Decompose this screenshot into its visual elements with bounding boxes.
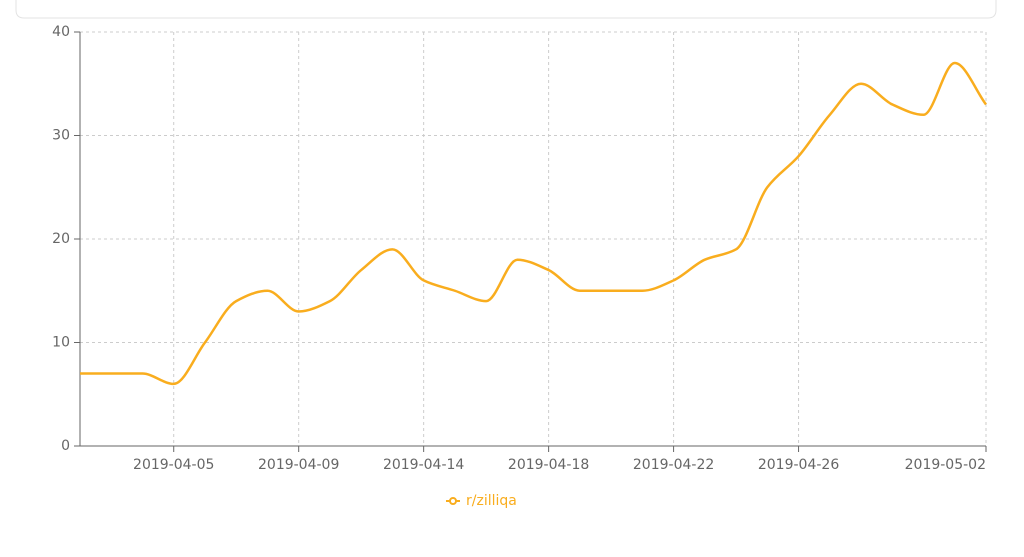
legend-icon bbox=[449, 497, 457, 505]
line bbox=[80, 61, 988, 386]
y-tick-label: 10 bbox=[52, 335, 70, 351]
x-tick-label: 2019-04-14 bbox=[383, 457, 464, 473]
y-tick-label: 0 bbox=[61, 438, 70, 454]
x-tick-label: 2019-04-26 bbox=[758, 457, 839, 473]
card-edge bbox=[15, 0, 997, 19]
y-tick-label: 40 bbox=[52, 24, 70, 40]
x-tick-label: 2019-04-09 bbox=[258, 457, 339, 473]
y-tick-label: 20 bbox=[52, 231, 70, 247]
x-tick-label: 2019-05-02 bbox=[905, 457, 986, 473]
x-tick-label: 2019-04-22 bbox=[633, 457, 714, 473]
x-tick-label: 2019-04-05 bbox=[133, 457, 214, 473]
legend-label: r/zilliqa bbox=[466, 493, 517, 509]
y-tick-label: 30 bbox=[52, 128, 70, 144]
x-tick-label: 2019-04-18 bbox=[508, 457, 589, 473]
